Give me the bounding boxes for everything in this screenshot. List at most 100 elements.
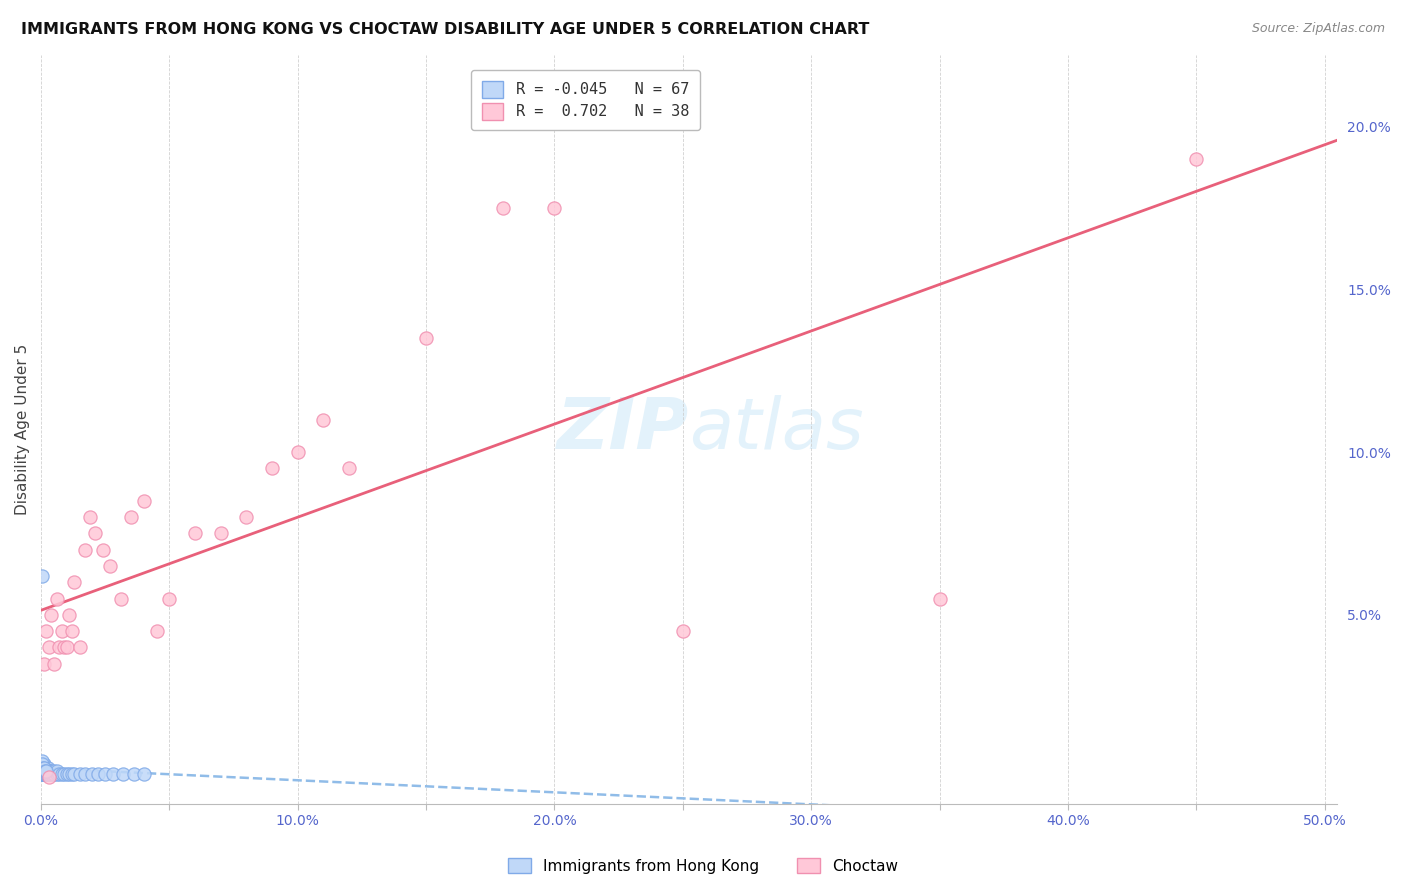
Point [42, 764, 65, 778]
Point [110, 591, 132, 606]
Point [35, 761, 58, 775]
Point [1185, 153, 1208, 167]
Point [34, 764, 56, 778]
Point [337, 461, 360, 475]
Point [34, 764, 56, 778]
Point [73, 542, 96, 557]
Point [235, 510, 257, 524]
Point [38, 771, 60, 785]
Point [184, 526, 207, 541]
Point [31, 767, 53, 781]
Point [35, 767, 58, 781]
Point [159, 591, 181, 606]
Point [31, 764, 53, 778]
Point [42, 767, 65, 781]
Point [37, 761, 59, 775]
Point [112, 767, 135, 781]
Point [32, 767, 55, 781]
Text: atlas: atlas [689, 395, 863, 464]
Text: Source: ZipAtlas.com: Source: ZipAtlas.com [1251, 22, 1385, 36]
Point [34, 761, 56, 775]
Point [209, 526, 232, 541]
Point [86, 767, 108, 781]
Point [35, 624, 58, 638]
Point [32, 757, 55, 772]
Point [82, 767, 104, 781]
Point [53, 767, 76, 781]
Point [53, 640, 76, 655]
Point [73, 767, 96, 781]
Point [38, 767, 60, 781]
Point [31, 757, 53, 772]
Point [55, 767, 77, 781]
Point [39, 764, 62, 778]
Point [69, 767, 91, 781]
Point [31, 568, 53, 582]
Point [132, 494, 155, 508]
Point [69, 640, 91, 655]
Point [41, 764, 63, 778]
Point [60, 767, 83, 781]
Point [928, 591, 950, 606]
Text: IMMIGRANTS FROM HONG KONG VS CHOCTAW DISABILITY AGE UNDER 5 CORRELATION CHART: IMMIGRANTS FROM HONG KONG VS CHOCTAW DIS… [21, 22, 869, 37]
Point [55, 640, 77, 655]
Point [45, 767, 67, 781]
Point [32, 767, 55, 781]
Point [35, 767, 58, 781]
Point [32, 764, 55, 778]
Point [32, 767, 55, 781]
Point [32, 761, 55, 775]
Point [35, 764, 58, 778]
Point [672, 624, 695, 638]
Point [287, 445, 309, 459]
Point [32, 761, 55, 775]
Point [34, 767, 56, 781]
Point [31, 767, 53, 781]
Point [31, 767, 53, 781]
Point [145, 624, 167, 638]
Point [48, 767, 70, 781]
Y-axis label: Disability Age Under 5: Disability Age Under 5 [15, 343, 30, 515]
Point [415, 331, 437, 345]
Point [34, 764, 56, 778]
Point [32, 657, 55, 671]
Point [37, 767, 59, 781]
Point [94, 767, 117, 781]
Point [51, 767, 73, 781]
Point [32, 761, 55, 775]
Point [63, 575, 86, 590]
Point [32, 764, 55, 778]
Point [31, 767, 53, 781]
Point [41, 607, 63, 622]
Point [35, 764, 58, 778]
Point [45, 591, 67, 606]
Point [38, 764, 60, 778]
Point [312, 412, 335, 426]
Point [41, 767, 63, 781]
Point [492, 201, 515, 215]
Point [91, 542, 114, 557]
Point [262, 461, 284, 475]
Point [35, 764, 58, 778]
Point [31, 761, 53, 775]
Point [63, 767, 86, 781]
Point [45, 764, 67, 778]
Point [42, 657, 65, 671]
Legend: R = -0.045   N = 67, R =  0.702   N = 38: R = -0.045 N = 67, R = 0.702 N = 38 [471, 70, 700, 130]
Point [84, 526, 107, 541]
Point [101, 767, 124, 781]
Legend: Immigrants from Hong Kong, Choctaw: Immigrants from Hong Kong, Choctaw [502, 852, 904, 880]
Point [32, 764, 55, 778]
Point [32, 761, 55, 775]
Point [100, 559, 122, 574]
Point [41, 767, 63, 781]
Point [32, 761, 55, 775]
Point [31, 761, 53, 775]
Point [37, 764, 59, 778]
Point [38, 767, 60, 781]
Point [34, 767, 56, 781]
Point [51, 624, 73, 638]
Point [132, 767, 155, 781]
Point [48, 640, 70, 655]
Point [60, 624, 83, 638]
